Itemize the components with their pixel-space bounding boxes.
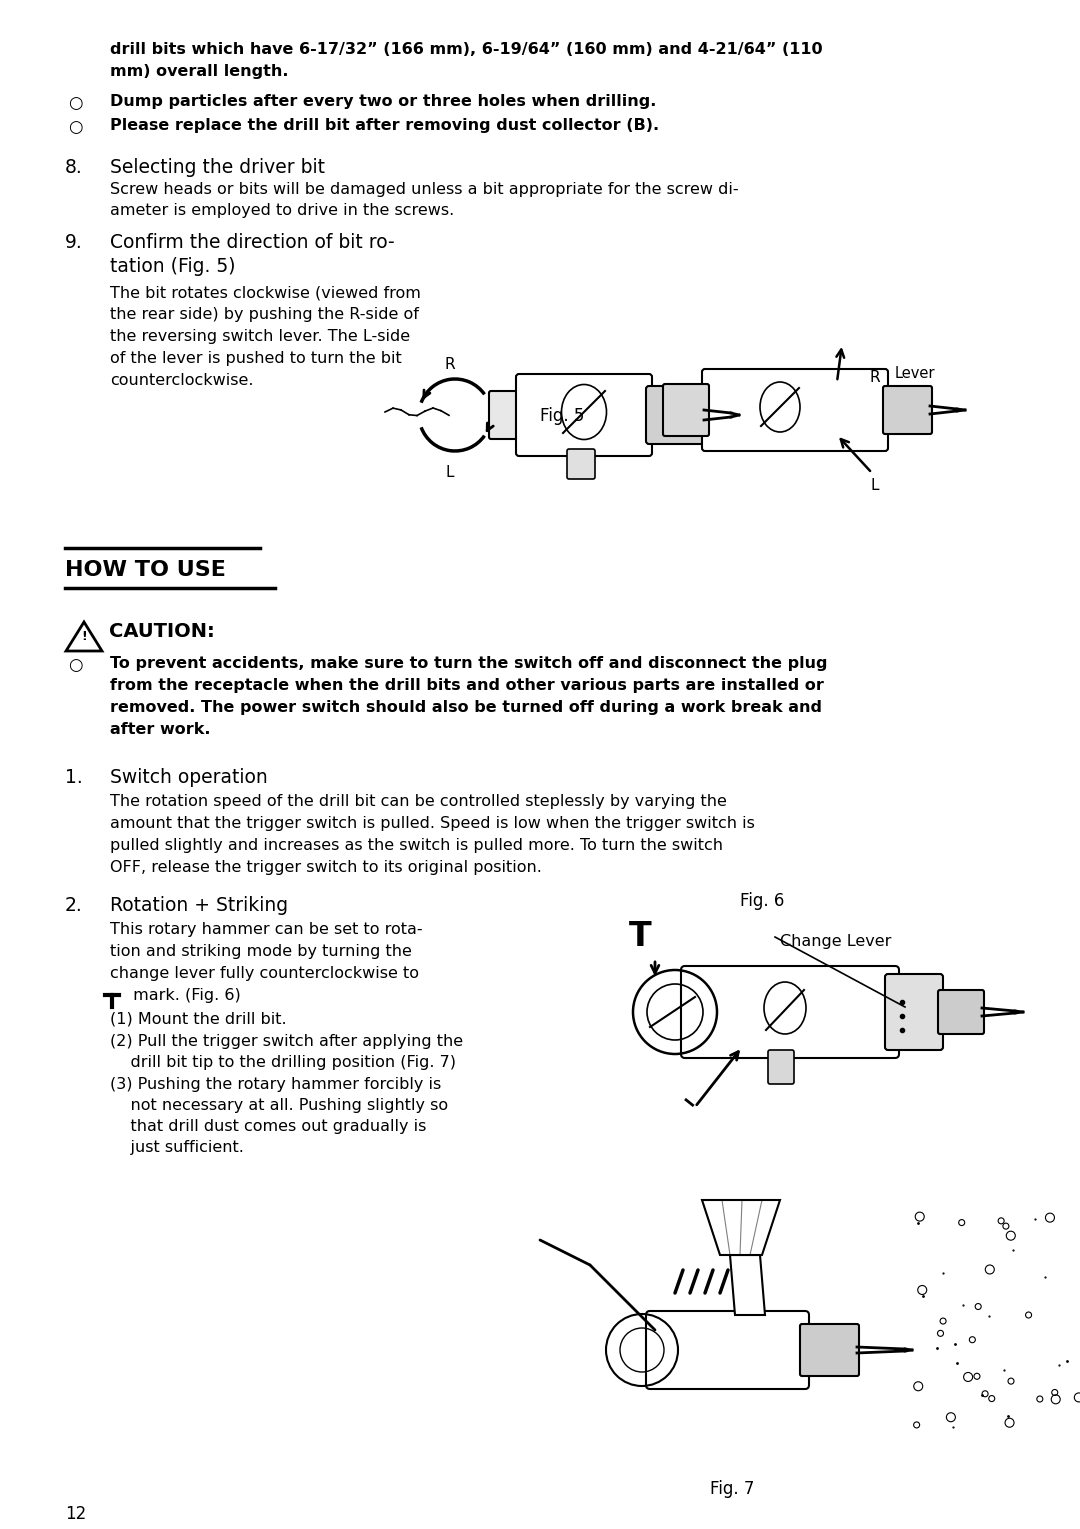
Text: just sufficient.: just sufficient. xyxy=(110,1141,244,1154)
FancyBboxPatch shape xyxy=(663,384,708,436)
Text: !: ! xyxy=(81,630,86,644)
FancyBboxPatch shape xyxy=(883,385,932,434)
Text: Fig. 7: Fig. 7 xyxy=(710,1480,754,1498)
Text: 9.: 9. xyxy=(65,232,83,252)
FancyBboxPatch shape xyxy=(702,368,888,451)
Text: mark. (Fig. 6): mark. (Fig. 6) xyxy=(129,988,241,1003)
Text: Rotation + Striking: Rotation + Striking xyxy=(110,896,288,914)
Text: To prevent accidents, make sure to turn the switch off and disconnect the plug: To prevent accidents, make sure to turn … xyxy=(110,656,827,671)
FancyBboxPatch shape xyxy=(646,385,707,443)
FancyBboxPatch shape xyxy=(768,1050,794,1084)
Text: (2) Pull the trigger switch after applying the: (2) Pull the trigger switch after applyi… xyxy=(110,1034,463,1049)
FancyBboxPatch shape xyxy=(681,966,899,1058)
Text: R: R xyxy=(445,356,456,372)
Text: removed. The power switch should also be turned off during a work break and: removed. The power switch should also be… xyxy=(110,700,822,716)
Text: drill bits which have 6-17/32” (166 mm), 6-19/64” (160 mm) and 4-21/64” (110: drill bits which have 6-17/32” (166 mm),… xyxy=(110,41,823,57)
Text: tion and striking mode by turning the: tion and striking mode by turning the xyxy=(110,943,411,959)
Ellipse shape xyxy=(562,384,607,439)
Polygon shape xyxy=(730,1255,765,1315)
Text: not necessary at all. Pushing slightly so: not necessary at all. Pushing slightly s… xyxy=(110,1098,448,1113)
Text: 2.: 2. xyxy=(65,896,83,914)
Text: T: T xyxy=(629,920,651,954)
Text: 8.: 8. xyxy=(65,157,83,177)
Text: R: R xyxy=(869,370,880,385)
Text: The bit rotates clockwise (viewed from: The bit rotates clockwise (viewed from xyxy=(110,284,421,300)
Text: 1.: 1. xyxy=(65,768,83,787)
Text: Change Lever: Change Lever xyxy=(780,934,891,950)
Text: ○: ○ xyxy=(68,93,82,112)
Text: 12: 12 xyxy=(65,1505,86,1523)
Text: ○: ○ xyxy=(68,656,82,674)
Ellipse shape xyxy=(760,382,800,433)
Text: This rotary hammer can be set to rota-: This rotary hammer can be set to rota- xyxy=(110,922,422,937)
Text: The rotation speed of the drill bit can be controlled steplessly by varying the: The rotation speed of the drill bit can … xyxy=(110,794,727,809)
FancyBboxPatch shape xyxy=(885,974,943,1050)
Text: L: L xyxy=(446,465,455,480)
Text: Fig. 5: Fig. 5 xyxy=(540,407,584,425)
Text: counterclockwise.: counterclockwise. xyxy=(110,373,254,388)
FancyBboxPatch shape xyxy=(489,391,523,439)
Polygon shape xyxy=(66,622,102,651)
Text: CAUTION:: CAUTION: xyxy=(109,622,215,641)
FancyBboxPatch shape xyxy=(567,450,595,479)
Text: Selecting the driver bit: Selecting the driver bit xyxy=(110,157,325,177)
FancyBboxPatch shape xyxy=(939,989,984,1034)
FancyBboxPatch shape xyxy=(646,1310,809,1388)
Text: drill bit tip to the drilling position (Fig. 7): drill bit tip to the drilling position (… xyxy=(110,1055,456,1070)
Ellipse shape xyxy=(764,982,806,1034)
Text: that drill dust comes out gradually is: that drill dust comes out gradually is xyxy=(110,1119,427,1135)
Text: Dump particles after every two or three holes when drilling.: Dump particles after every two or three … xyxy=(110,93,657,109)
Text: the rear side) by pushing the R-side of: the rear side) by pushing the R-side of xyxy=(110,307,419,323)
Text: (3) Pushing the rotary hammer forcibly is: (3) Pushing the rotary hammer forcibly i… xyxy=(110,1076,442,1092)
Text: Please replace the drill bit after removing dust collector (B).: Please replace the drill bit after remov… xyxy=(110,118,659,133)
Text: the reversing switch lever. The L-side: the reversing switch lever. The L-side xyxy=(110,329,410,344)
Text: ○: ○ xyxy=(68,118,82,136)
Text: after work.: after work. xyxy=(110,722,211,737)
Polygon shape xyxy=(702,1200,780,1255)
Text: Switch operation: Switch operation xyxy=(110,768,268,787)
FancyBboxPatch shape xyxy=(516,375,652,456)
Text: mm) overall length.: mm) overall length. xyxy=(110,64,288,80)
Text: ameter is employed to drive in the screws.: ameter is employed to drive in the screw… xyxy=(110,203,455,219)
Text: Fig. 6: Fig. 6 xyxy=(740,891,784,910)
Text: amount that the trigger switch is pulled. Speed is low when the trigger switch i: amount that the trigger switch is pulled… xyxy=(110,816,755,830)
Text: L: L xyxy=(870,479,879,492)
Text: (1) Mount the drill bit.: (1) Mount the drill bit. xyxy=(110,1012,286,1027)
Text: from the receptacle when the drill bits and other various parts are installed or: from the receptacle when the drill bits … xyxy=(110,677,824,693)
Text: change lever fully counterclockwise to: change lever fully counterclockwise to xyxy=(110,966,419,982)
Text: Lever: Lever xyxy=(895,365,935,381)
Text: Confirm the direction of bit ro-: Confirm the direction of bit ro- xyxy=(110,232,394,252)
Text: HOW TO USE: HOW TO USE xyxy=(65,560,226,579)
Text: Screw heads or bits will be damaged unless a bit appropriate for the screw di-: Screw heads or bits will be damaged unle… xyxy=(110,182,739,197)
Text: tation (Fig. 5): tation (Fig. 5) xyxy=(110,257,235,277)
Text: OFF, release the trigger switch to its original position.: OFF, release the trigger switch to its o… xyxy=(110,859,542,875)
Text: pulled slightly and increases as the switch is pulled more. To turn the switch: pulled slightly and increases as the swi… xyxy=(110,838,723,853)
FancyBboxPatch shape xyxy=(800,1324,859,1376)
Text: of the lever is pushed to turn the bit: of the lever is pushed to turn the bit xyxy=(110,352,402,365)
